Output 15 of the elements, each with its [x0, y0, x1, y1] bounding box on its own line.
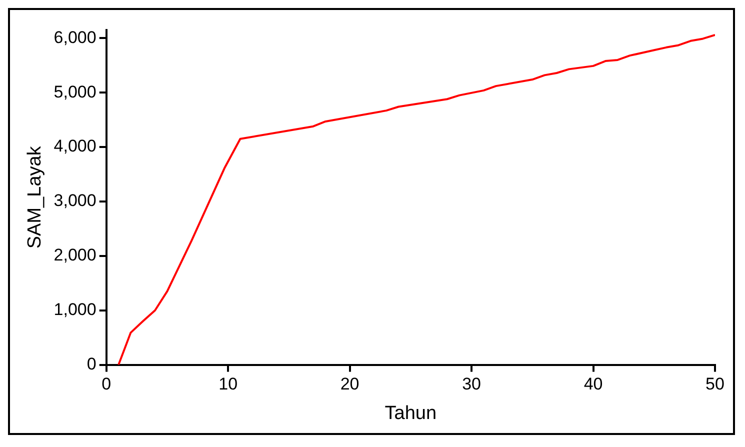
x-tick-label: 10	[218, 374, 238, 394]
x-tick-label: 50	[706, 374, 724, 394]
x-axis-title: Tahun	[384, 402, 437, 424]
y-tick-label: 0	[86, 354, 96, 374]
y-axis-title: SAM_Layak	[24, 146, 46, 249]
y-tick-label: 6,000	[54, 28, 96, 47]
y-tick-label: 1,000	[54, 300, 96, 320]
y-tick-label: 2,000	[54, 246, 96, 265]
x-tick-label: 0	[102, 374, 112, 394]
y-tick-label: 4,000	[54, 136, 96, 156]
x-tick-label: 20	[340, 374, 360, 394]
x-tick-label: 30	[462, 374, 481, 394]
x-tick-label: 40	[584, 374, 603, 394]
y-tick-label: 5,000	[54, 82, 96, 102]
y-tick-label: 3,000	[54, 191, 96, 210]
